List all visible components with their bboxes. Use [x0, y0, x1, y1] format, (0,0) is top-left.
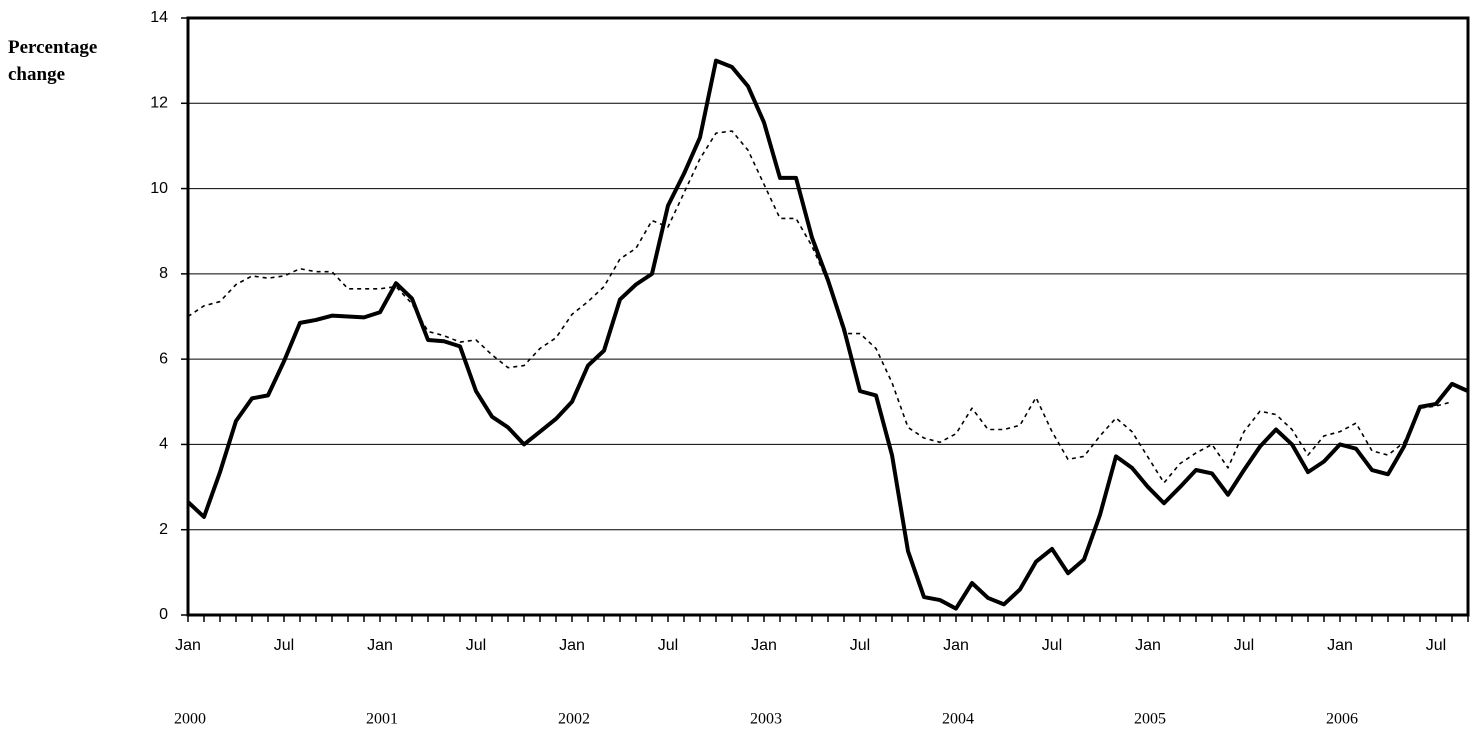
- y-tick-label: 14: [150, 9, 168, 26]
- x-tick-label: Jan: [1327, 637, 1353, 654]
- x-tick-label: Jul: [850, 637, 870, 654]
- x-tick-label: Jan: [559, 637, 585, 654]
- year-label: 2004: [942, 711, 974, 728]
- series-line: [187, 130, 1453, 484]
- year-label: 2006: [1326, 711, 1358, 728]
- x-tick-label: Jul: [1042, 637, 1062, 654]
- x-tick-label: Jan: [367, 637, 393, 654]
- series-line: [186, 58, 1469, 611]
- x-tick-label: Jul: [466, 637, 486, 654]
- y-tick-label: 10: [150, 180, 168, 197]
- year-label: 2000: [174, 711, 206, 728]
- x-tick-label: Jan: [1135, 637, 1161, 654]
- y-tick-label: 8: [159, 265, 168, 282]
- year-label: 2005: [1134, 711, 1166, 728]
- y-axis-label: Percentage change: [8, 37, 98, 85]
- x-tick-label: Jul: [658, 637, 678, 654]
- y-tick-label: 2: [159, 521, 168, 538]
- plot-frame: [186, 16, 1470, 617]
- y-tick-label: 4: [159, 436, 168, 453]
- x-tick-label: Jul: [1234, 637, 1254, 654]
- x-tick-label: Jan: [751, 637, 777, 654]
- x-tick-label: Jan: [943, 637, 969, 654]
- year-label: 2001: [366, 711, 398, 728]
- x-tick-label: Jul: [274, 637, 294, 654]
- x-tick-label: Jul: [1426, 637, 1446, 654]
- y-tick-label: 12: [150, 95, 168, 112]
- year-label: 2002: [558, 711, 590, 728]
- x-tick-label: Jan: [175, 637, 201, 654]
- y-tick-label: 0: [159, 606, 168, 623]
- y-tick-label: 6: [159, 350, 168, 367]
- year-label: 2003: [750, 711, 782, 728]
